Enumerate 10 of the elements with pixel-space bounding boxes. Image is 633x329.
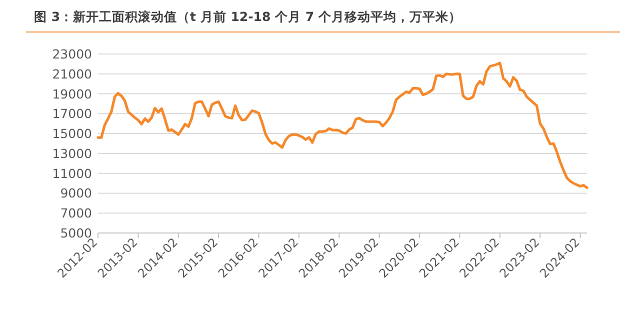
y-tick-label: 19000 (52, 86, 92, 102)
y-tick-label: 7000 (60, 206, 92, 221)
y-tick-label: 15000 (52, 126, 92, 142)
y-tick-label: 17000 (52, 106, 92, 122)
y-tick-label: 13000 (52, 146, 92, 161)
y-tick-label: 9000 (60, 186, 92, 201)
y-tick-label: 21000 (52, 66, 92, 82)
chart-title: 图 3：新开工面积滚动值（t 月前 12-18 个月 7 个月移动平均，万平米） (34, 9, 462, 24)
y-tick-label: 11000 (52, 166, 92, 181)
y-tick-label: 23000 (52, 46, 92, 62)
